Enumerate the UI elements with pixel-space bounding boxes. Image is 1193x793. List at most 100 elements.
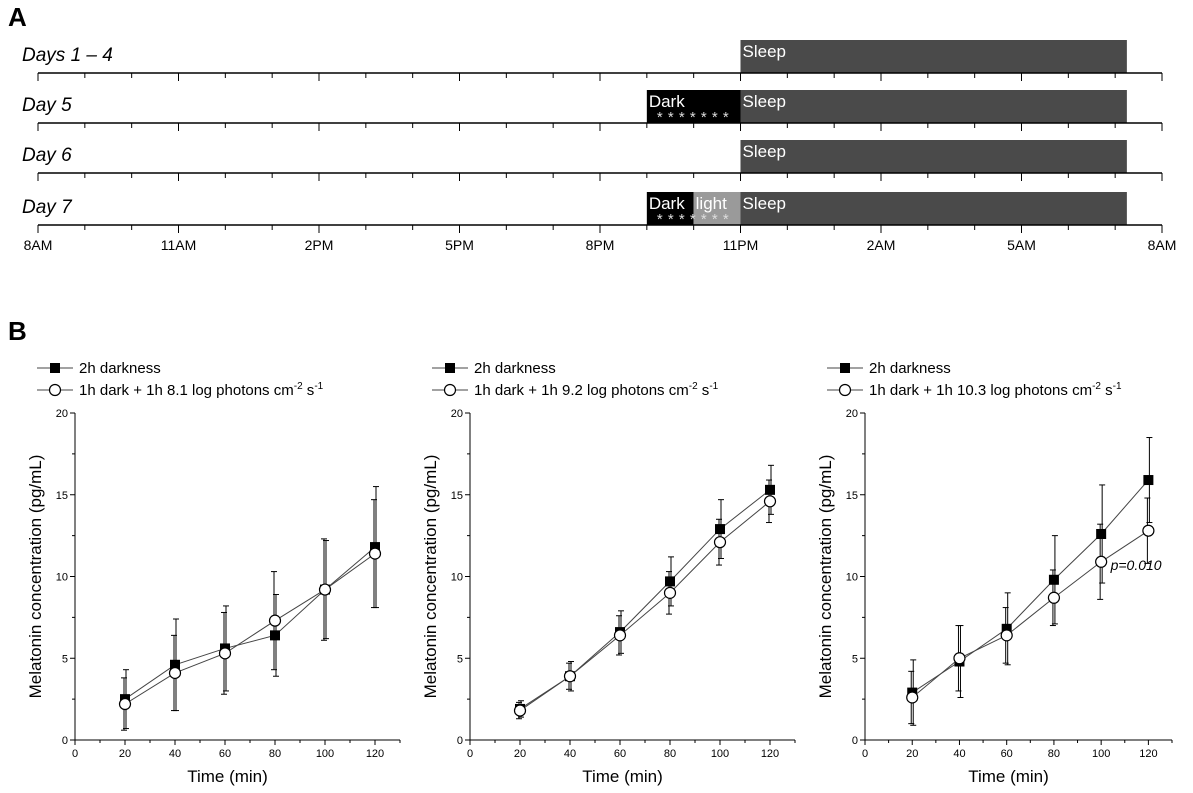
x-tick-label: 80 xyxy=(269,748,281,760)
data-point-circle xyxy=(318,583,332,596)
data-point-circle xyxy=(1095,555,1108,568)
time-tick-label: 8AM xyxy=(1148,237,1177,253)
data-point-circle xyxy=(218,647,232,660)
x-tick-label: 120 xyxy=(761,748,779,760)
sleep-block xyxy=(740,40,1127,73)
melatonin-chart-3: 2h darkness 1h dark + 1h 10.3 log photons… xyxy=(816,360,1173,786)
y-tick-label: 0 xyxy=(62,735,68,747)
sample-stars: * * * * * * * xyxy=(657,211,729,228)
x-tick-label: 0 xyxy=(467,748,473,760)
legend-marker-square xyxy=(840,363,850,373)
time-tick-label: 8AM xyxy=(24,237,53,253)
legend-label-text: 1h dark + 1h 8.1 log photons cm xyxy=(79,382,294,399)
series-line xyxy=(519,489,771,710)
x-tick-label: 20 xyxy=(514,748,526,760)
x-tick-label: 60 xyxy=(219,748,231,760)
legend-label: 1h dark + 1h 8.1 log photons cm-2 s-1 xyxy=(79,381,324,399)
x-tick-label: 0 xyxy=(72,748,78,760)
x-axis-title: Time (min) xyxy=(968,767,1049,786)
y-tick-label: 10 xyxy=(451,572,463,584)
y-tick-label: 15 xyxy=(846,490,858,502)
sleep-block xyxy=(740,140,1127,173)
data-point-square xyxy=(1096,528,1107,539)
data-point-circle xyxy=(663,586,677,599)
legend-sup: -2 xyxy=(1092,381,1101,392)
data-point-square xyxy=(715,524,725,535)
legend-label: 2h darkness xyxy=(869,360,951,377)
y-axis-title: Melatonin concentration (pg/mL) xyxy=(816,455,835,699)
x-axis-title: Time (min) xyxy=(187,767,268,786)
y-axis-title: Melatonin concentration (pg/mL) xyxy=(26,455,45,699)
data-point-circle xyxy=(1047,591,1061,604)
x-tick-label: 20 xyxy=(906,748,918,760)
legend-label-text: 2h darkness xyxy=(474,360,556,377)
sleep-block xyxy=(740,192,1127,225)
legend-marker-circle xyxy=(48,383,62,397)
sleep-label: Sleep xyxy=(743,42,786,61)
series-line xyxy=(124,553,376,705)
legend-label-text: 2h darkness xyxy=(79,360,161,377)
row-label: Day 5 xyxy=(22,95,72,116)
data-point-circle xyxy=(763,495,777,508)
schedule-row: Day 6 Sleep xyxy=(22,140,1163,181)
data-point-circle xyxy=(168,666,182,680)
y-tick-label: 15 xyxy=(56,490,68,502)
data-point-square xyxy=(1143,475,1154,486)
x-axis-title: Time (min) xyxy=(582,767,663,786)
data-point-square xyxy=(370,542,380,553)
schedule-row: Day 7 Dark light Sleep * * * * * * * xyxy=(22,192,1163,233)
data-point-circle xyxy=(1000,629,1013,642)
y-tick-label: 5 xyxy=(852,653,858,665)
data-point-circle xyxy=(368,547,382,560)
data-point-circle xyxy=(713,536,727,549)
legend-label-text: 1h dark + 1h 9.2 log photons cm xyxy=(474,382,689,399)
row-label: Days 1 – 4 xyxy=(22,45,113,66)
y-tick-label: 0 xyxy=(457,735,463,747)
legend-label: 1h dark + 1h 10.3 log photons cm-2 s-1 xyxy=(869,381,1122,399)
legend-label: 2h darkness xyxy=(79,360,161,377)
x-tick-label: 100 xyxy=(711,748,729,760)
y-tick-label: 20 xyxy=(846,408,858,420)
x-tick-label: 100 xyxy=(316,748,334,760)
legend-mid: s xyxy=(698,382,710,399)
dark-block xyxy=(646,192,694,225)
dark-block xyxy=(646,90,741,123)
schedule-row: Days 1 – 4 Sleep xyxy=(22,40,1163,81)
panel-label-b: B xyxy=(8,316,27,346)
sleep-block xyxy=(740,90,1127,123)
legend-label-text: 2h darkness xyxy=(869,360,951,377)
time-tick-label: 11AM xyxy=(161,237,197,253)
data-point-circle xyxy=(118,697,132,711)
light-label: light xyxy=(696,194,727,213)
legend-marker-circle xyxy=(838,383,852,397)
schedule-row: Day 5 Dark Sleep * * * * * * * xyxy=(22,90,1163,131)
row-label: Day 6 xyxy=(22,145,72,166)
data-point-circle xyxy=(613,629,627,642)
data-point-square xyxy=(170,659,180,670)
y-tick-label: 15 xyxy=(451,490,463,502)
legend-sup: -1 xyxy=(1113,381,1122,392)
data-point-square xyxy=(665,576,675,587)
data-point-square xyxy=(765,484,775,495)
y-tick-label: 5 xyxy=(62,653,68,665)
legend-sup: -2 xyxy=(294,381,303,392)
time-tick-label: 2AM xyxy=(867,237,896,253)
data-point-square xyxy=(270,630,280,641)
y-tick-label: 20 xyxy=(56,408,68,420)
p-value-annotation: p=0.010 xyxy=(1110,557,1162,573)
y-axis-title: Melatonin concentration (pg/mL) xyxy=(421,455,440,699)
legend-marker-square xyxy=(445,363,455,373)
schedule-panel: Days 1 – 4 Sleep Day 5 Dark Sleep * * * * * *… xyxy=(22,40,1176,253)
legend-mid: s xyxy=(1101,382,1113,399)
dark-label: Dark xyxy=(649,92,685,111)
x-tick-label: 80 xyxy=(1048,748,1060,760)
data-point-circle xyxy=(906,691,919,704)
x-tick-label: 60 xyxy=(614,748,626,760)
series-line xyxy=(911,530,1149,698)
sleep-label: Sleep xyxy=(743,194,786,213)
legend-label: 2h darkness xyxy=(474,360,556,377)
series-line xyxy=(911,479,1149,694)
melatonin-chart-2: 2h darkness 1h dark + 1h 9.2 log photons … xyxy=(421,360,796,786)
time-tick-label: 11PM xyxy=(723,237,759,253)
